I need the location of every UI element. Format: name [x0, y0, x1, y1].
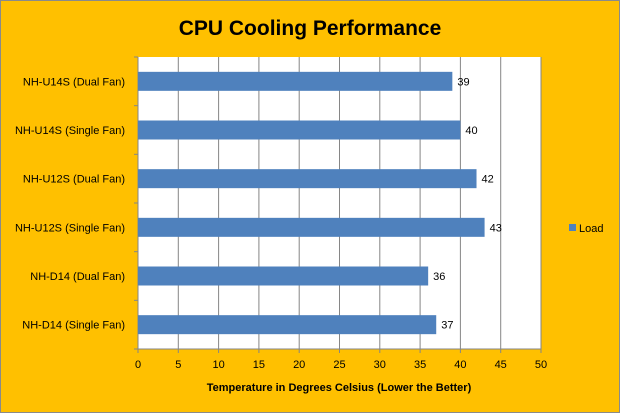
data-label: 37 — [441, 320, 453, 332]
x-tick-label: 50 — [535, 359, 547, 371]
bar — [138, 169, 477, 189]
category-labels: NH-U14S (Dual Fan) NH-U14S (Single Fan) NH… — [15, 56, 138, 350]
category-label: NH-U12S (Dual Fan) — [23, 174, 125, 186]
category-label: NH-D14 (Dual Fan) — [30, 271, 125, 283]
x-tick-label: 35 — [414, 359, 426, 371]
data-label: 43 — [490, 222, 502, 234]
x-tick-label: 45 — [495, 359, 507, 371]
gridlines — [177, 57, 542, 349]
data-label: 40 — [465, 125, 477, 137]
category-label: NH-U14S (Dual Fan) — [23, 76, 125, 88]
x-tick-label: 20 — [293, 359, 305, 371]
bar — [138, 71, 453, 91]
x-axis-label: Temperature in Degrees Celsius (Lower th… — [207, 382, 472, 394]
x-tick-label: 25 — [333, 359, 345, 371]
bars: 39 40 42 43 36 37 — [138, 71, 502, 335]
x-tick-label: 5 — [175, 359, 181, 371]
legend-label: Load — [579, 223, 603, 235]
legend: Load — [569, 223, 603, 235]
bar — [138, 315, 437, 335]
x-tick-label: 40 — [454, 359, 466, 371]
x-tick-label: 30 — [374, 359, 386, 371]
x-tick-label: 0 — [135, 359, 141, 371]
category-label: NH-U14S (Single Fan) — [15, 125, 125, 137]
data-label: 39 — [457, 76, 469, 88]
bar — [138, 120, 461, 140]
data-label: 42 — [482, 174, 494, 186]
data-label: 36 — [433, 271, 445, 283]
chart-title: CPU Cooling Performance — [179, 17, 442, 40]
x-tick-label: 15 — [253, 359, 265, 371]
x-tick-labels: 0 5 10 15 20 25 30 35 40 45 50 — [135, 349, 547, 371]
category-label: NH-D14 (Single Fan) — [22, 320, 125, 332]
bar — [138, 217, 485, 237]
legend-swatch — [569, 224, 576, 231]
bar — [138, 266, 429, 286]
category-label: NH-U12S (Single Fan) — [15, 222, 125, 234]
x-tick-label: 10 — [212, 359, 224, 371]
